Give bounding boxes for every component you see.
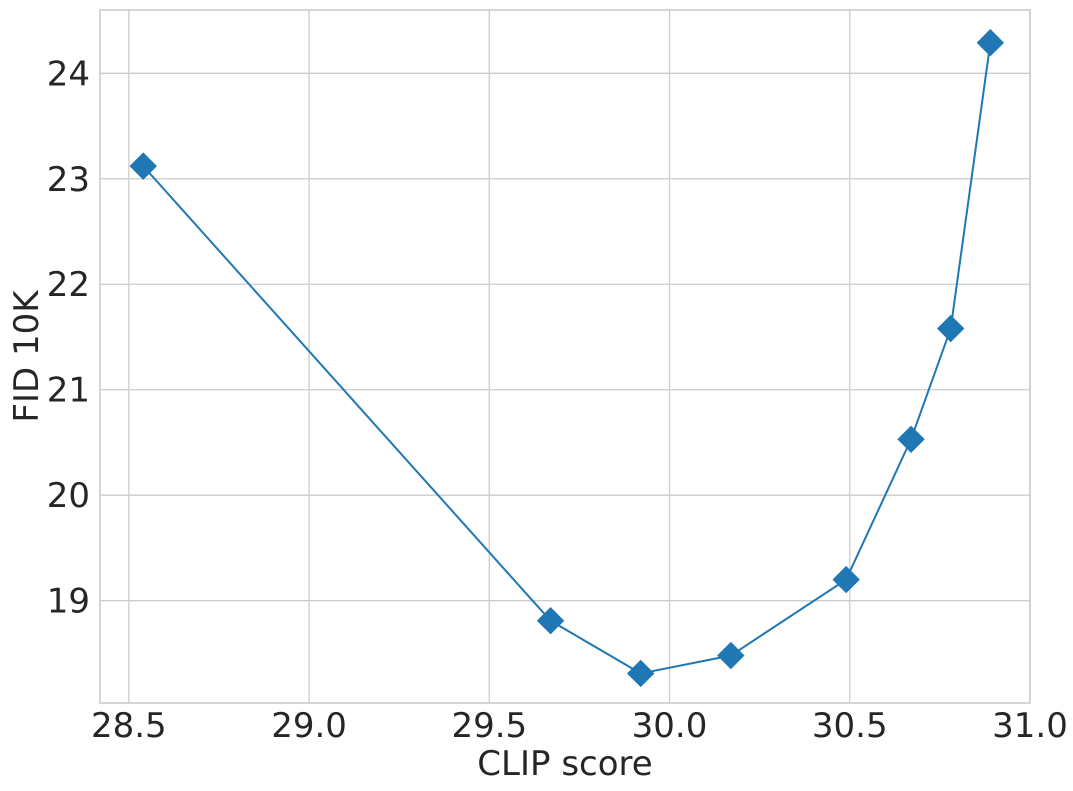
data-point-marker bbox=[832, 565, 860, 594]
data-point-marker bbox=[897, 425, 925, 454]
x-tick-labels: 28.5 29.0 29.5 30.0 30.5 31.0 bbox=[91, 706, 1068, 746]
data-point-marker bbox=[936, 314, 965, 343]
y-tick-labels: 19 20 21 22 23 24 bbox=[47, 54, 90, 621]
plot-frame bbox=[99, 9, 1031, 704]
x-tick-label: 28.5 bbox=[91, 706, 167, 746]
x-tick-label: 30.5 bbox=[812, 706, 888, 746]
x-tick-label: 29.0 bbox=[271, 706, 347, 746]
y-tick-label: 20 bbox=[47, 476, 90, 516]
y-tick-label: 23 bbox=[47, 160, 90, 200]
x-tick-label: 30.0 bbox=[632, 706, 708, 746]
x-tick-label: 31.0 bbox=[992, 706, 1068, 746]
data-point-marker bbox=[536, 607, 565, 635]
data-point-marker bbox=[626, 659, 655, 688]
series-group bbox=[129, 28, 1005, 688]
y-tick-label: 22 bbox=[47, 265, 90, 305]
x-tick-label: 29.5 bbox=[451, 706, 527, 746]
y-tick-label: 19 bbox=[47, 582, 90, 622]
y-tick-label: 24 bbox=[47, 54, 90, 94]
data-point-marker bbox=[129, 152, 157, 180]
data-point-marker bbox=[976, 28, 1005, 57]
x-axis-label: CLIP score bbox=[477, 744, 652, 784]
y-tick-label: 21 bbox=[47, 371, 90, 411]
series-line bbox=[142, 42, 992, 675]
data-point-marker bbox=[717, 641, 745, 670]
y-axis-label: FID 10K bbox=[7, 289, 47, 423]
y-grid bbox=[100, 72, 1030, 602]
